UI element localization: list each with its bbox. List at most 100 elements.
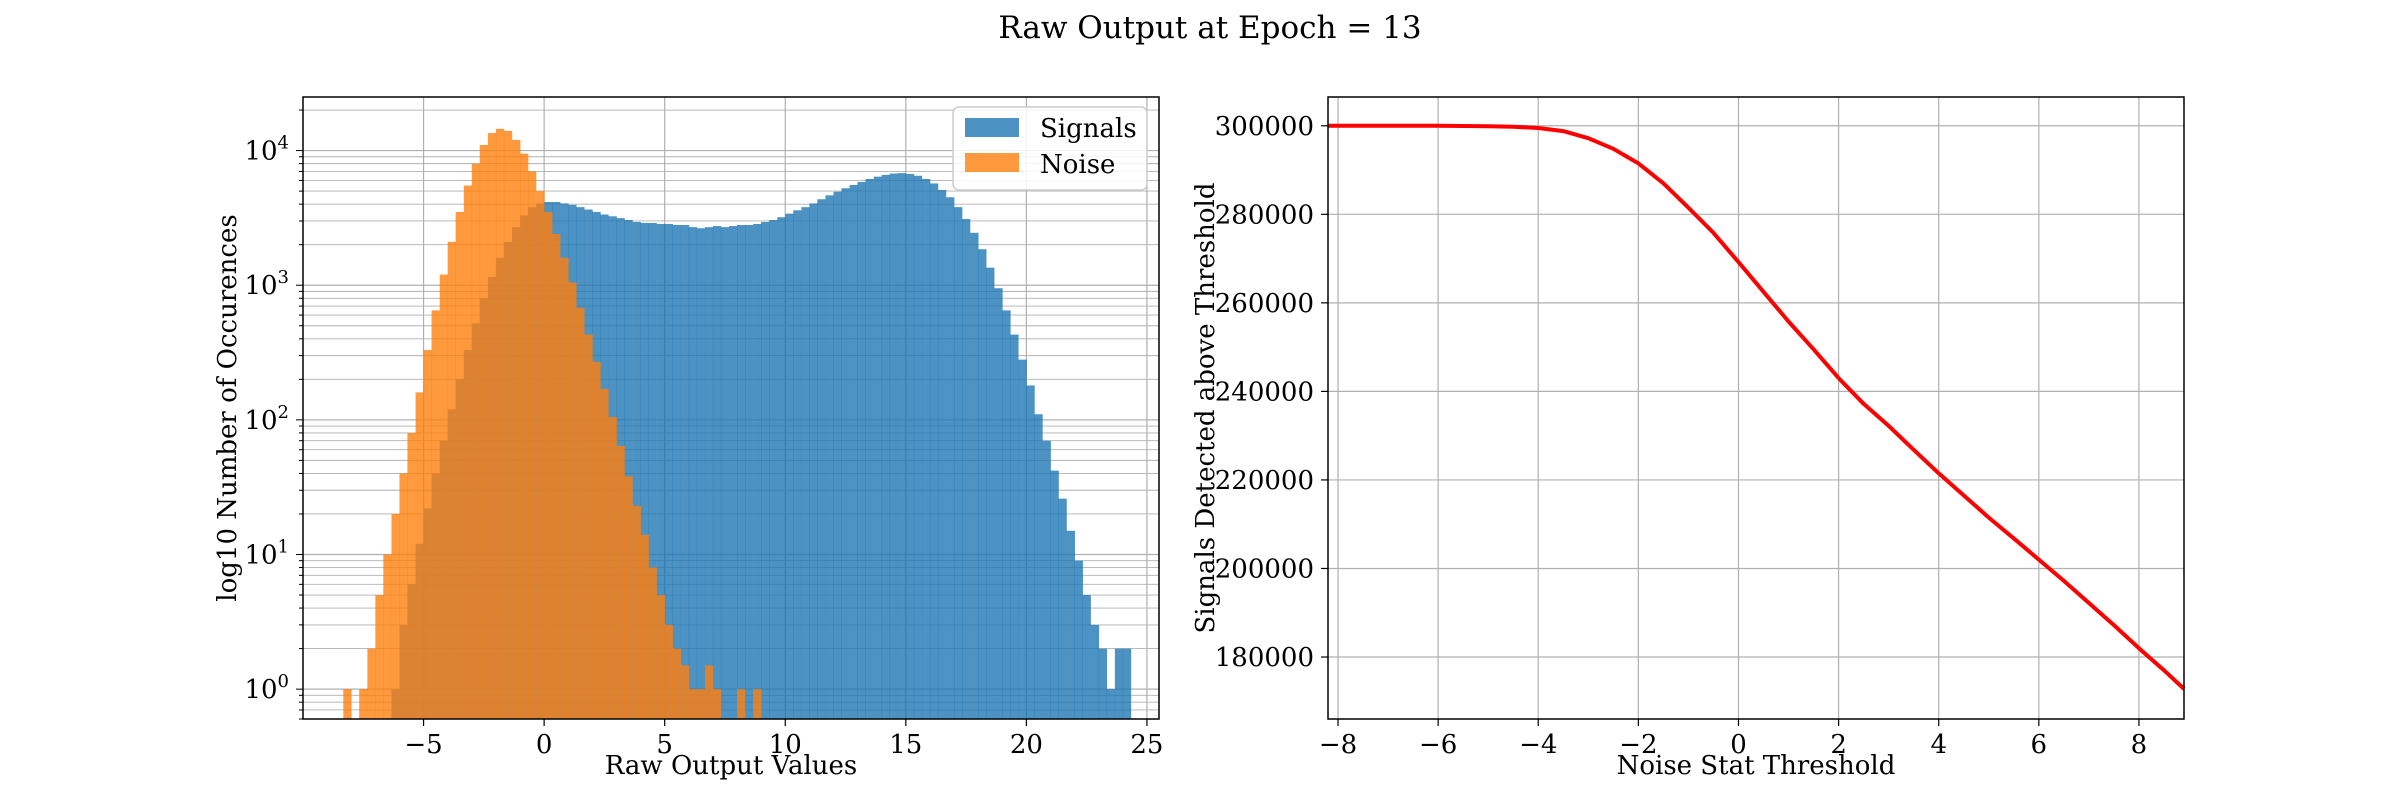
histogram-bar-noise (479, 145, 489, 719)
histogram-bar-signals (720, 227, 730, 720)
histogram-bar-signals (849, 185, 858, 719)
histogram-bar-noise (672, 648, 681, 719)
histogram-bar-signals (1098, 648, 1108, 719)
histogram-bar-signals (744, 225, 754, 719)
threshold-x-tick-label: −8 (1319, 730, 1357, 760)
threshold-y-tick-label: 220000 (1215, 466, 1314, 496)
histogram-bar-noise (584, 334, 593, 719)
histogram-bar-signals (785, 213, 794, 719)
histogram-bar-noise (664, 624, 674, 719)
threshold-x-tick-label: −4 (1519, 730, 1557, 760)
histogram-bar-signals (825, 195, 834, 720)
histogram-bar-noise (608, 417, 617, 719)
histogram-x-tick-label: −5 (404, 730, 442, 760)
histogram-bar-noise (576, 307, 585, 719)
histogram-bar-noise (447, 241, 457, 720)
legend-swatch-signals (965, 118, 1019, 137)
threshold-ticks: −8 −6 −4 −2 0 2 4 6 8 180000 200000 220000 240000 260… (1215, 112, 2147, 760)
histogram-x-tick-label: 5 (656, 730, 673, 760)
histogram-y-axis-label: log10 Number of Occurences (213, 214, 243, 601)
histogram-bar-noise (624, 476, 633, 719)
histogram-bar-noise (512, 139, 521, 719)
histogram-bar-signals (777, 217, 786, 720)
histogram-ticks: −5 0 5 10 15 20 25 100 101 102 103 104 (244, 109, 1163, 760)
histogram-bar-signals (961, 219, 971, 719)
histogram-bar-noise (632, 505, 641, 719)
histogram-bar-noise (463, 185, 473, 719)
histogram-bar-noise (495, 128, 505, 719)
histogram-x-tick-label: 0 (536, 730, 553, 760)
histogram-bar-noise (544, 211, 553, 719)
histogram-bar-noise (688, 689, 698, 719)
histogram-axes-frame (302, 96, 1160, 720)
histogram-x-tick-label: 10 (769, 730, 802, 760)
histogram-panel: −5 0 5 10 15 20 25 100 101 102 103 104 Raw Output V… (213, 96, 1163, 781)
histogram-bar-signals (857, 181, 866, 720)
histogram-y-tick-label: 101 (244, 536, 289, 570)
histogram-bar-signals (793, 210, 802, 719)
legend-label-signals: Signals (1040, 114, 1137, 144)
threshold-y-tick-label: 240000 (1215, 377, 1314, 407)
histogram-y-tick-label: 100 (244, 671, 289, 705)
histogram-bar-signals (913, 175, 923, 719)
histogram-bar-noise (487, 133, 497, 719)
threshold-axes-frame (1327, 96, 2185, 720)
histogram-bar-signals (1090, 624, 1100, 719)
threshold-y-axis-label: Signals Detected above Threshold (1191, 182, 1221, 633)
histogram-bar-noise (471, 163, 481, 719)
histogram-bar-signals (729, 226, 738, 719)
histogram-bar-signals (737, 225, 746, 719)
histogram-bar-signals (1066, 530, 1075, 719)
signals-detected-line (1328, 123, 2186, 691)
histogram-bar-noise (737, 689, 746, 719)
histogram-bar-noise (648, 567, 657, 719)
threshold-grid (1328, 97, 2184, 719)
threshold-y-tick-label: 280000 (1215, 200, 1314, 230)
histogram-x-tick-label: 15 (889, 730, 922, 760)
legend-swatch-noise (965, 153, 1019, 172)
histogram-bar-signals (809, 203, 818, 720)
histogram-bar-signals (632, 221, 641, 719)
histogram-bar-signals (648, 222, 657, 719)
histogram-bar-signals (801, 207, 810, 720)
histogram-bar-noise (391, 513, 400, 719)
histogram-bar-signals (841, 188, 850, 719)
histogram-bar-noise (656, 595, 666, 719)
histogram-bar-signals (994, 288, 1003, 719)
threshold-x-axis-label: Noise Stat Threshold (1617, 751, 1896, 781)
histogram-bar-noise (399, 473, 408, 719)
histogram-bar-signals (946, 197, 955, 719)
histogram-bar-noise (423, 350, 432, 719)
histogram-bar-signals (929, 183, 939, 720)
histogram-bar-signals (664, 223, 674, 719)
histogram-bar-noise (439, 274, 449, 719)
histogram-bar-signals (897, 173, 907, 720)
histogram-y-tick-label: 103 (244, 267, 289, 301)
histogram-bar-noise (503, 130, 513, 719)
histogram-x-axis-label: Raw Output Values (605, 751, 857, 781)
histogram-legend: Signals Noise (952, 106, 1148, 191)
histogram-bar-signals (712, 226, 722, 719)
threshold-x-tick-label: −6 (1419, 730, 1457, 760)
histogram-bar-signals (865, 179, 874, 719)
histogram-x-tick-label: 20 (1010, 730, 1043, 760)
histogram-bar-noise (375, 595, 384, 719)
histogram-bar-signals (704, 227, 714, 720)
histogram-bar-noise (616, 445, 625, 719)
histogram-bar-signals (753, 223, 762, 719)
histogram-bar-signals (1018, 359, 1027, 719)
histogram-bar-signals (624, 220, 633, 719)
histogram-bar-signals (889, 173, 898, 719)
histogram-bar-signals (680, 225, 690, 719)
histogram-bar-signals (921, 179, 931, 719)
histogram-bar-signals (954, 207, 963, 720)
histogram-bar-signals (1122, 648, 1132, 719)
histogram-bar-signals (1082, 595, 1091, 719)
threshold-x-tick-label: 6 (2031, 730, 2048, 760)
histogram-bar-signals (817, 199, 826, 719)
histogram-bar-noise (552, 234, 561, 720)
histogram-bar-signals (672, 225, 681, 719)
histogram-bar-noise (536, 191, 545, 720)
histogram-bar-signals (833, 191, 842, 719)
